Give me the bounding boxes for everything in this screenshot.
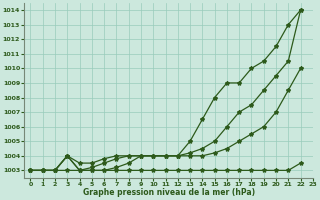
X-axis label: Graphe pression niveau de la mer (hPa): Graphe pression niveau de la mer (hPa) [83,188,255,197]
